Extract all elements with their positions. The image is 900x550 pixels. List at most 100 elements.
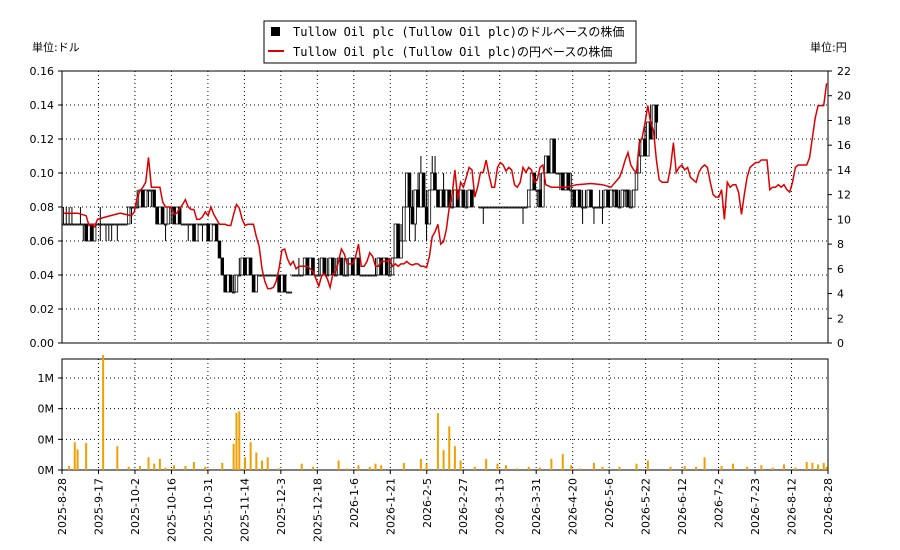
candle-body [646,121,650,157]
volume-bar [825,466,828,470]
candle-body [107,223,111,226]
candle-body [158,206,162,225]
x-axis-labels: 2025-8-28 2025-9-17 2025-10-2 2025-10-16 202… [56,478,835,542]
candle-body [413,189,417,225]
candle-body [186,223,190,226]
candle-body [297,274,301,277]
candle-body [61,223,66,226]
candle-body [393,223,398,259]
volume-bar [578,468,581,470]
volume-bar [139,466,142,470]
x-tick-label: 2026-8-28 [822,478,835,535]
candle-body [637,155,642,174]
candle-body [509,206,514,209]
left-y-tick-label: 0.10 [30,167,55,180]
candle-body [631,189,636,208]
candle-body [308,257,312,276]
candle-body [433,172,437,191]
volume-bar [192,462,195,470]
volume-bar [453,446,456,470]
candle-body [172,206,176,225]
right-y-tick-label: 0 [837,337,844,350]
candle-body [73,223,77,226]
volume-bar [68,466,71,470]
candle-body [84,223,88,242]
candle-body [146,189,151,192]
candle-body [524,206,528,209]
volume-bar [266,457,269,470]
volume-bar [255,452,258,470]
candle-body [623,189,627,192]
volume-bar [419,458,422,470]
candle-body [575,189,579,208]
volume-bar [459,460,462,470]
volume-y-tick-label: 0M [38,403,55,416]
candle-body [75,223,80,226]
volume-bar [300,463,303,470]
candle-body [379,257,383,276]
candle-body [243,257,247,276]
candle-body [555,172,559,175]
x-tick-label: 2025-9-17 [92,478,105,535]
candle-body [410,206,415,225]
volume-bar [164,467,167,470]
volume-bar [184,466,187,470]
volume-bar [601,466,604,470]
candle-body [444,189,449,208]
candle-body [453,189,457,208]
x-tick-label: 2026-3-13 [494,478,507,535]
x-tick-label: 2025-12-3 [275,478,288,535]
volume-y-tick-label: 1M [38,372,55,385]
candle-body [92,223,97,242]
candle-body [237,274,242,277]
candle-body [544,155,548,174]
x-tick-label: 2025-11-14 [238,478,251,542]
candle-body [552,138,556,174]
volume-y-axis-labels: 0M 0M 0M 1M [38,372,55,477]
candle-body [98,223,102,226]
volume-bar [73,442,76,470]
volume-bar [402,462,405,470]
candle-body [387,274,392,277]
candle-body [163,223,168,226]
x-tick-label: 2026-7-23 [749,478,762,535]
candle-body [546,155,551,174]
candle-body [206,223,210,242]
x-tick-label: 2025-8-28 [56,478,69,535]
candle-body [217,240,222,259]
candle-body [109,223,114,226]
candle-body [629,206,633,209]
candle-body [439,189,443,208]
candle-body [419,172,423,208]
candle-body [161,206,165,225]
candle-body [541,172,545,208]
candle-body [183,223,188,226]
candle-body [129,206,134,209]
candle-body [597,206,602,209]
left-y-tick-label: 0.02 [30,303,55,316]
candle-body [317,274,321,277]
right-y-tick-label: 8 [837,238,844,251]
volume-bar [448,426,451,470]
legend-label-dollar: Tullow Oil plc (Tullow Oil plc)のドルベースの株価 [293,24,624,39]
volume-bar [805,462,808,470]
candle-body [382,257,386,276]
candle-body [399,240,403,259]
candle-body [368,274,372,277]
axis-ticks [58,70,832,474]
volume-bar [592,462,595,470]
candle-body [283,274,287,293]
candle-body [441,189,446,208]
legend: Tullow Oil plc (Tullow Oil plc)のドルベースの株価… [263,20,637,64]
right-y-tick-label: 6 [837,263,844,276]
volume-bar [374,463,377,470]
x-tick-label: 2026-5-6 [603,478,616,528]
left-y-tick-label: 0.14 [30,99,55,112]
candle-body [654,104,659,123]
left-y-tick-label: 0.06 [30,235,55,248]
volume-bars [68,355,828,470]
yen-price-line [63,83,828,291]
x-tick-label: 2026-5-22 [640,478,653,535]
candle-body [121,223,125,226]
candle-body [319,257,324,276]
